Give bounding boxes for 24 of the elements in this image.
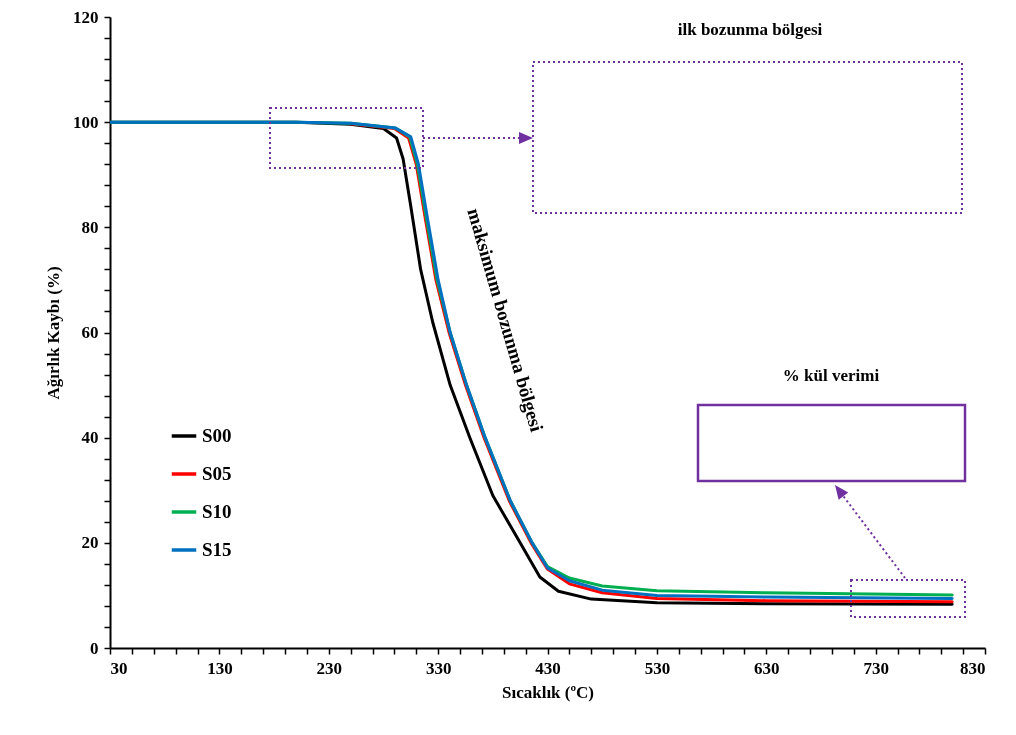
y-axis-title: Ağırlık Kaybı (%) bbox=[44, 266, 63, 400]
legend-label: S10 bbox=[202, 501, 232, 522]
x-tick-label: 430 bbox=[535, 658, 561, 678]
legend-label: S05 bbox=[202, 463, 232, 484]
y-tick-label: 120 bbox=[73, 7, 99, 27]
annotation: % kül verimi bbox=[782, 366, 880, 386]
annotation: ilk bozunma bölgesi bbox=[677, 20, 823, 40]
x-tick-label: 630 bbox=[754, 658, 780, 678]
legend-label: S00 bbox=[202, 425, 232, 446]
x-tick-label: 530 bbox=[644, 658, 671, 678]
y-tick-label: 100 bbox=[73, 112, 99, 132]
x-tick-label: 330 bbox=[425, 658, 452, 678]
y-tick-label: 20 bbox=[81, 533, 99, 553]
y-tick-label: 60 bbox=[81, 323, 99, 342]
y-tick-label: 80 bbox=[81, 217, 99, 237]
legend-label: S15 bbox=[202, 539, 232, 560]
x-tick-label: 730 bbox=[863, 658, 889, 678]
x-tick-label: 130 bbox=[207, 658, 233, 678]
y-tick-label: 0 bbox=[90, 638, 99, 658]
x-axis-title: Sıcaklık (ºC) bbox=[501, 682, 595, 702]
x-tick-label: 830 bbox=[960, 658, 986, 678]
x-tick-label: 30 bbox=[110, 658, 128, 678]
x-tick-label: 230 bbox=[316, 658, 342, 678]
y-tick-label: 40 bbox=[81, 428, 99, 448]
